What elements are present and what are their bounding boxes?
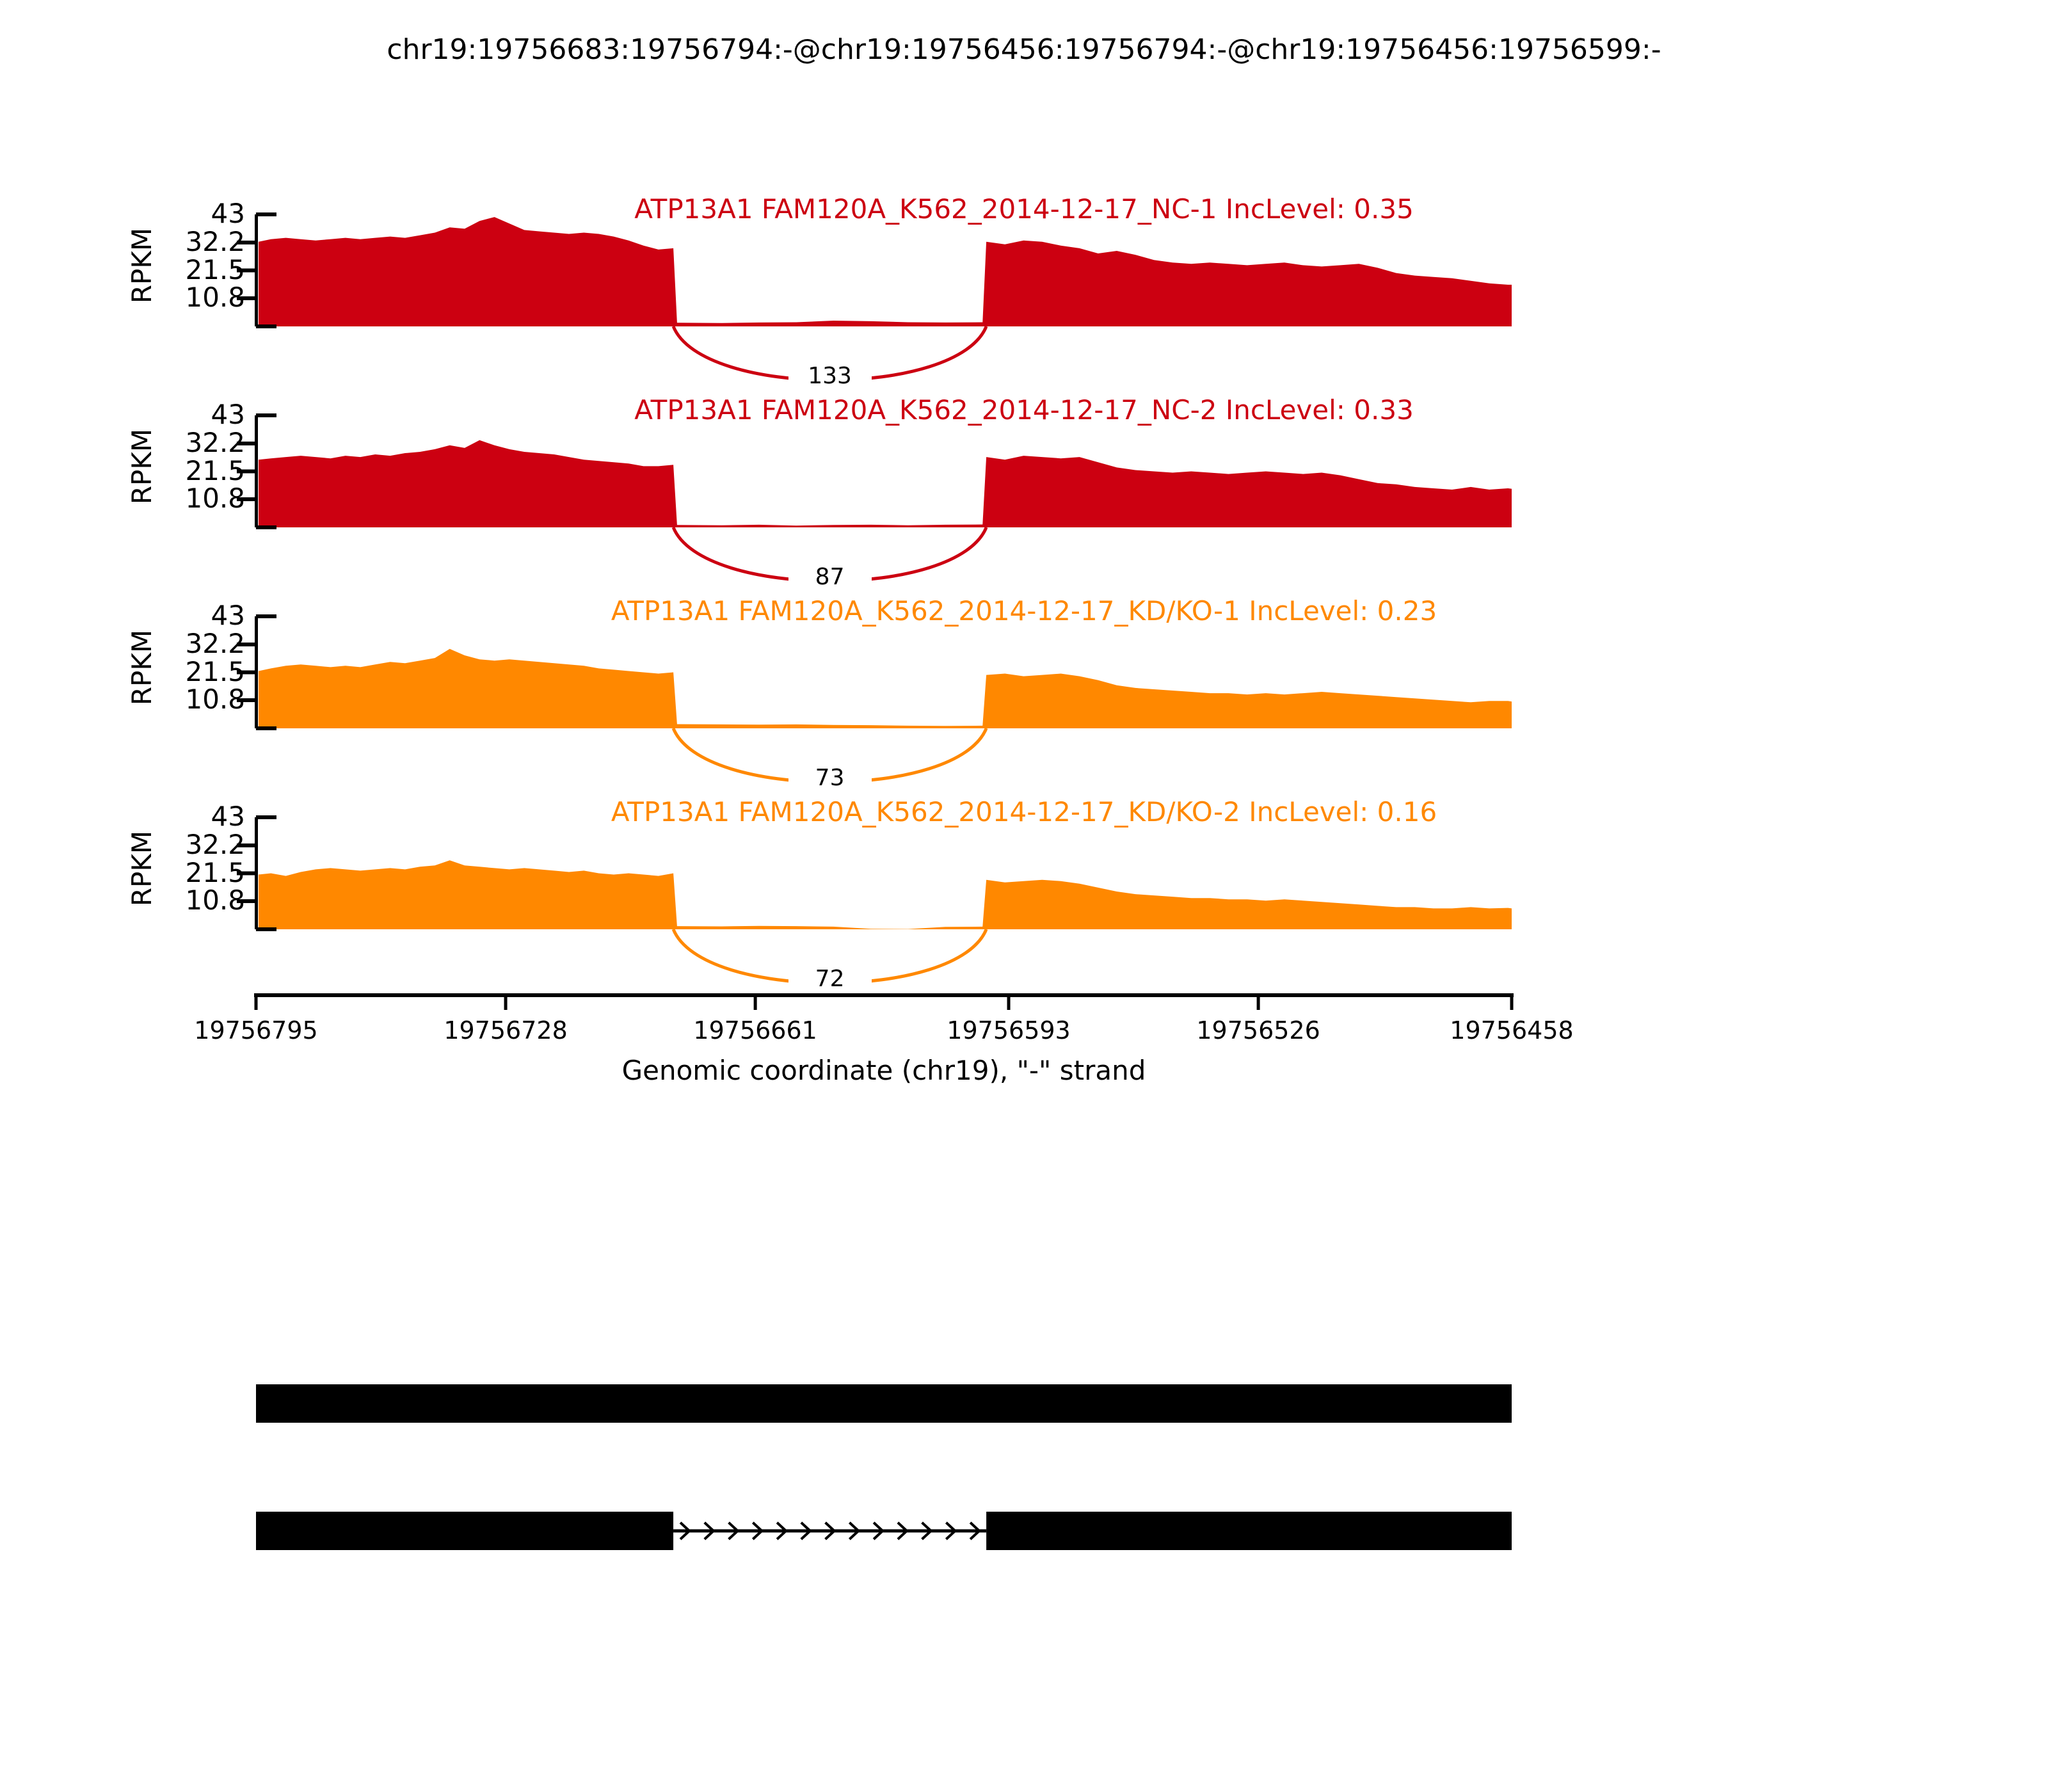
x-tick-mark: [254, 993, 258, 1010]
y-tick-label: 43: [211, 801, 245, 832]
intron-strand-arrow: [945, 1521, 956, 1540]
exon-block-spliced-isoform: [256, 1512, 674, 1550]
y-tick-mark: [237, 871, 256, 876]
coverage-area-KD/KO-2: [259, 860, 1512, 929]
x-tick-label: 19756458: [1450, 1016, 1574, 1044]
intron-strand-arrow: [897, 1521, 908, 1540]
y-tick-label: 43: [211, 198, 245, 229]
y-axis-top-cap: [256, 614, 276, 618]
y-tick-label: 21.5: [185, 856, 245, 888]
y-axis-bottom-cap: [256, 324, 276, 328]
intron-strand-arrow: [969, 1521, 980, 1540]
y-tick-mark: [237, 670, 256, 675]
y-tick-mark: [237, 268, 256, 273]
y-axis-top-cap: [256, 815, 276, 819]
y-tick-mark: [237, 296, 256, 301]
y-axis-spine: [255, 214, 258, 326]
y-tick-label: 10.8: [185, 483, 245, 515]
x-tick-label: 19756728: [444, 1016, 568, 1044]
intron-strand-arrow: [800, 1521, 812, 1540]
figure-title: chr19:19756683:19756794:-@chr19:19756456…: [387, 33, 1661, 66]
y-tick-label: 32.2: [185, 828, 245, 860]
y-tick-label: 32.2: [185, 627, 245, 659]
x-tick-mark: [504, 993, 508, 1010]
x-axis-title: Genomic coordinate (chr19), "-" strand: [621, 1055, 1146, 1086]
y-axis-spine: [255, 817, 258, 929]
y-axis-bottom-cap: [256, 525, 276, 529]
coverage-area-NC-1: [259, 217, 1512, 326]
x-tick-label: 19756593: [947, 1016, 1071, 1044]
y-tick-mark: [237, 240, 256, 244]
exon-block-spliced-isoform: [986, 1512, 1512, 1550]
y-axis-bottom-cap: [256, 726, 276, 730]
exon-block-long-exon-isoform: [256, 1384, 1512, 1423]
y-axis-spine: [255, 415, 258, 527]
y-tick-label: 21.5: [185, 655, 245, 687]
x-axis-line: [254, 993, 1514, 997]
x-tick-label: 19756795: [194, 1016, 318, 1044]
intron-strand-arrow: [728, 1521, 739, 1540]
intron-strand-arrow: [751, 1521, 763, 1540]
y-tick-mark: [237, 899, 256, 904]
junction-count: 87: [788, 563, 872, 591]
intron-strand-arrow: [848, 1521, 860, 1540]
intron-strand-arrow: [776, 1521, 787, 1540]
track-title: ATP13A1 FAM120A_K562_2014-12-17_NC-2 Inc…: [634, 394, 1414, 426]
y-axis-top-cap: [256, 413, 276, 417]
coverage-area-KD/KO-1: [259, 648, 1512, 728]
intron-strand-arrow: [872, 1521, 884, 1540]
y-tick-label: 32.2: [185, 426, 245, 458]
y-tick-label: 32.2: [185, 225, 245, 257]
y-tick-mark: [237, 698, 256, 703]
junction-count: 72: [788, 965, 872, 993]
intron-strand-arrow: [703, 1521, 715, 1540]
junction-count: 133: [788, 362, 872, 390]
x-tick-mark: [1007, 993, 1011, 1010]
y-tick-label: 43: [211, 600, 245, 631]
x-tick-mark: [1256, 993, 1260, 1010]
y-tick-mark: [237, 469, 256, 474]
y-axis-bottom-cap: [256, 927, 276, 931]
y-tick-label: 10.8: [185, 282, 245, 314]
y-tick-mark: [237, 642, 256, 646]
y-axis-spine: [255, 616, 258, 728]
y-tick-label: 10.8: [185, 684, 245, 716]
intron-strand-arrow: [921, 1521, 932, 1540]
intron-strand-arrow: [679, 1521, 691, 1540]
y-tick-label: 43: [211, 399, 245, 430]
y-tick-mark: [237, 497, 256, 502]
y-tick-mark: [237, 843, 256, 847]
y-tick-mark: [237, 441, 256, 445]
x-tick-label: 19756661: [693, 1016, 817, 1044]
y-axis-top-cap: [256, 212, 276, 216]
track-title: ATP13A1 FAM120A_K562_2014-12-17_KD/KO-2 …: [611, 796, 1437, 828]
track-title: ATP13A1 FAM120A_K562_2014-12-17_KD/KO-1 …: [611, 595, 1437, 627]
x-tick-mark: [1510, 993, 1514, 1010]
y-tick-label: 10.8: [185, 884, 245, 916]
intron-line: [673, 1529, 987, 1533]
y-tick-label: 21.5: [185, 253, 245, 285]
junction-count: 73: [788, 764, 872, 792]
intron-strand-arrow: [824, 1521, 835, 1540]
track-title: ATP13A1 FAM120A_K562_2014-12-17_NC-1 Inc…: [634, 193, 1414, 225]
x-tick-mark: [753, 993, 757, 1010]
x-tick-label: 19756526: [1196, 1016, 1320, 1044]
y-tick-label: 21.5: [185, 454, 245, 486]
coverage-area-NC-2: [259, 440, 1512, 527]
